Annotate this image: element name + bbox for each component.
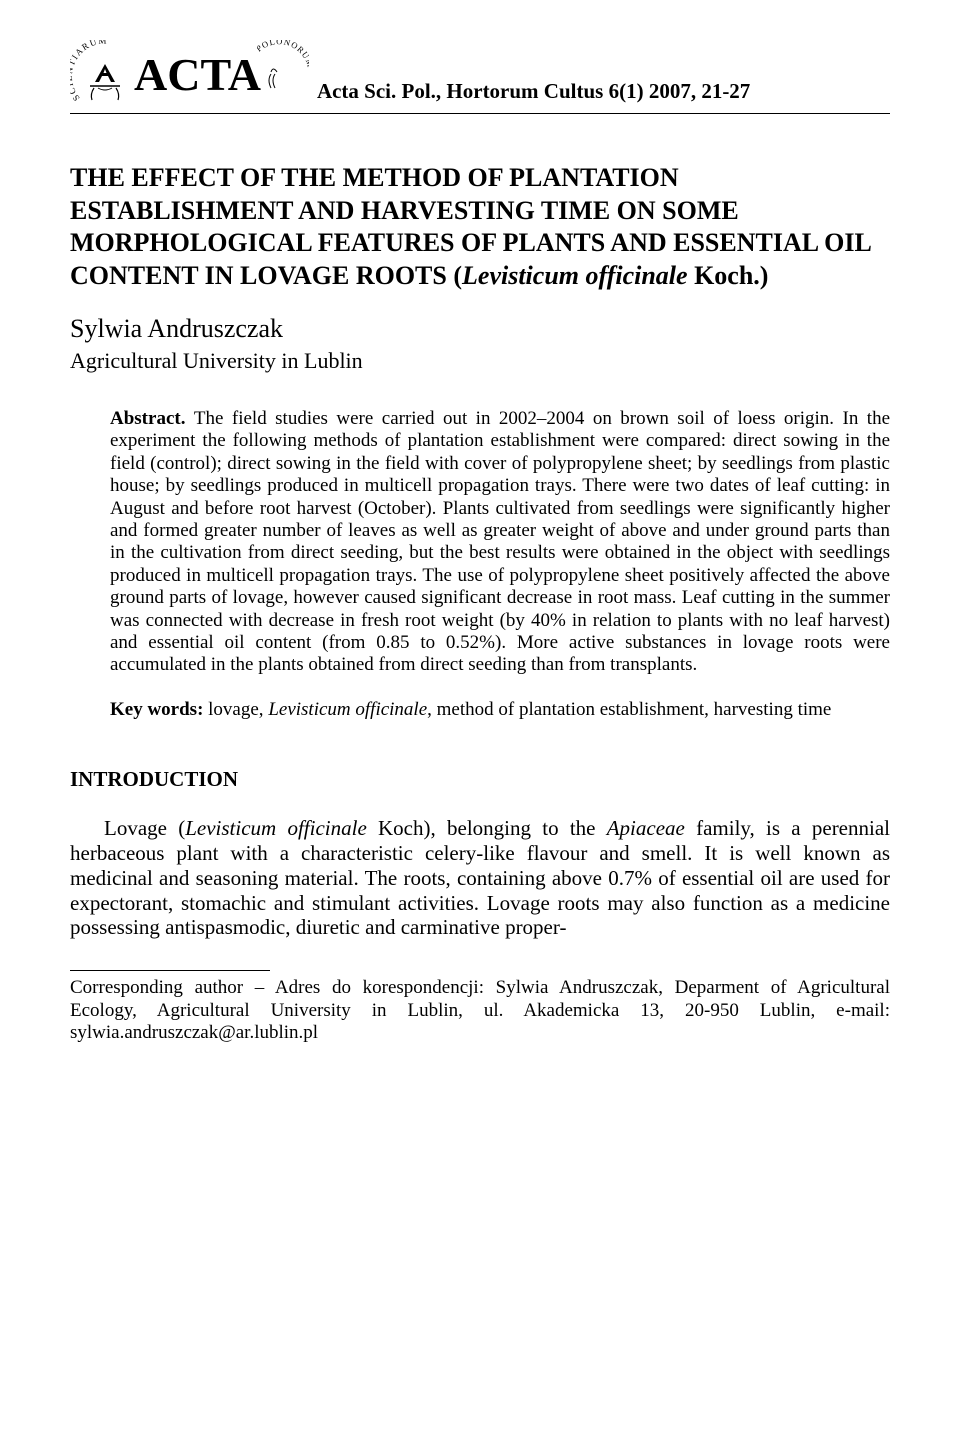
paper-title: THE EFFECT OF THE METHOD OF PLANTATION E… <box>70 162 890 292</box>
author-affiliation: Agricultural University in Lublin <box>70 348 890 374</box>
keywords: Key words: lovage, Levisticum officinale… <box>110 699 890 721</box>
logo-left-emblem: SCIENTIARUM <box>70 40 140 110</box>
keywords-pre: lovage, <box>208 699 268 720</box>
journal-reference: Acta Sci. Pol., Hortorum Cultus 6(1) 200… <box>317 79 750 110</box>
intro-species: Levisticum officinale <box>185 816 367 840</box>
abstract: Abstract. The field studies were carried… <box>110 408 890 677</box>
intro-family: Apiaceae <box>607 816 685 840</box>
keywords-label: Key words: <box>110 699 208 720</box>
intro-mid: Koch), belonging to the <box>367 816 607 840</box>
logo-right-emblem: POLONORUM <box>257 40 309 110</box>
author-name: Sylwia Andruszczak <box>70 314 890 344</box>
title-species: Levisticum officinale <box>462 261 688 290</box>
arc-right-text: POLONORUM <box>257 40 309 69</box>
introduction-paragraph: Lovage (Levisticum officinale Koch), bel… <box>70 816 890 940</box>
intro-pre: Lovage ( <box>104 816 185 840</box>
journal-logo: SCIENTIARUM ACTA POLONORUM <box>70 40 309 110</box>
section-heading-introduction: INTRODUCTION <box>70 767 890 792</box>
abstract-text: The field studies were carried out in 20… <box>110 408 890 675</box>
footnote-separator <box>70 970 270 971</box>
page-header: SCIENTIARUM ACTA POLONORUM Acta Sci. <box>70 40 890 114</box>
title-text-post: Koch.) <box>688 261 769 290</box>
svg-text:POLONORUM: POLONORUM <box>257 40 309 69</box>
abstract-label: Abstract. <box>110 408 194 429</box>
logo-acta-text: ACTA <box>134 52 261 98</box>
keywords-post: , method of plantation establishment, ha… <box>427 699 831 720</box>
keywords-species: Levisticum officinale <box>268 699 427 720</box>
corresponding-author-footnote: Corresponding author – Adres do korespon… <box>70 977 890 1044</box>
